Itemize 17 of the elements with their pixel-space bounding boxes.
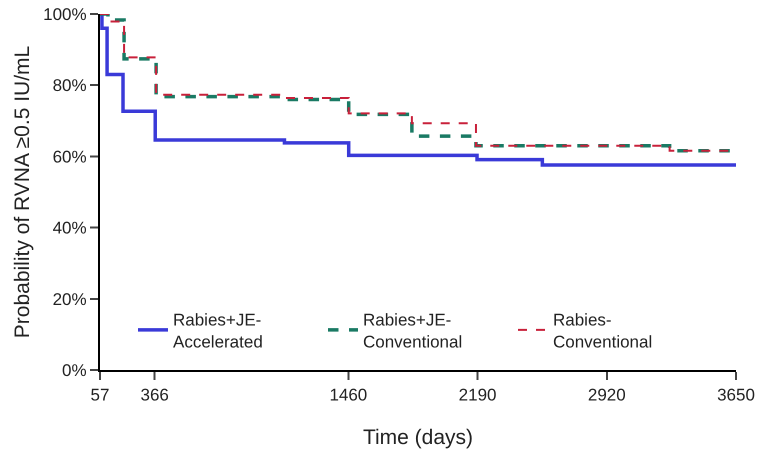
x-axis-title: Time (days) (362, 426, 474, 449)
x-tick-label: 1460 (329, 385, 368, 404)
x-tick-label: 57 (90, 385, 110, 404)
legend-label: Rabies+JE- Accelerated (173, 310, 263, 352)
x-tick-label: 2920 (588, 385, 626, 404)
legend-label: Rabies- Conventional (553, 310, 652, 352)
y-tick-label: 100% (43, 4, 87, 24)
y-tick-label: 60% (52, 147, 87, 166)
y-tick-label: 20% (52, 290, 87, 309)
y-tick-label: 40% (52, 218, 87, 238)
y-tick-label: 80% (52, 76, 87, 96)
legend-label: Rabies+JE- Conventional (363, 310, 462, 352)
y-axis-title: Probability of RVNA ≥0.5 IU/mL (10, 46, 34, 338)
y-tick-label: 0% (62, 360, 87, 380)
x-tick-label: 3650 (717, 385, 755, 404)
x-tick-label: 2190 (458, 385, 496, 404)
x-tick-label: 366 (140, 385, 169, 404)
